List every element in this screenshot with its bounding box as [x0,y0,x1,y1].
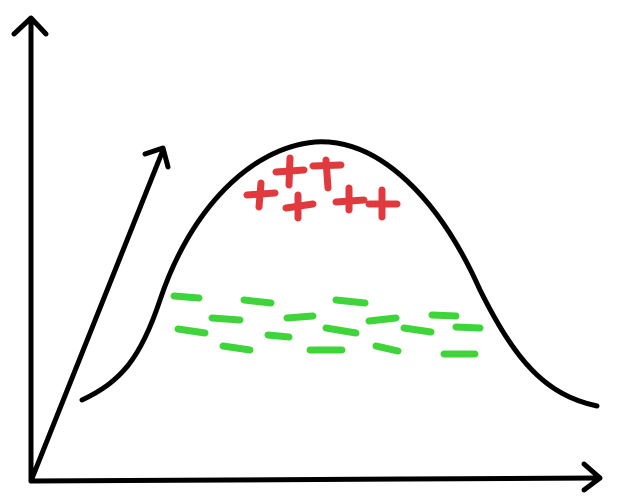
minus-sign [208,314,244,324]
minus-sign [428,311,460,320]
positive-charges-group [243,154,401,222]
y-axis-arrowhead [11,15,49,37]
minus-sign [170,292,203,302]
diagonal-axis-arrowhead [142,145,171,170]
minus-sign [365,314,400,325]
x-axis [28,475,601,484]
negative-charges-group [170,292,484,358]
minus-sign [452,323,484,332]
minus-sign [400,324,435,336]
minus-sign [332,296,369,307]
bell-curve [79,139,600,409]
axes-group [11,15,603,493]
plus-sign [282,191,317,222]
minus-sign [264,331,293,341]
plus-sign [365,186,401,221]
plus-sign [272,154,308,189]
minus-sign [372,342,402,355]
minus-sign [283,312,317,322]
plus-sign [332,184,368,214]
diagonal-axis [28,147,166,484]
minus-sign [174,325,209,337]
plus-sign [309,156,345,192]
plus-sign [243,179,279,211]
x-axis-arrowhead [581,461,603,493]
minus-sign [219,342,254,354]
minus-sign [322,324,360,337]
minus-sign [240,296,275,307]
